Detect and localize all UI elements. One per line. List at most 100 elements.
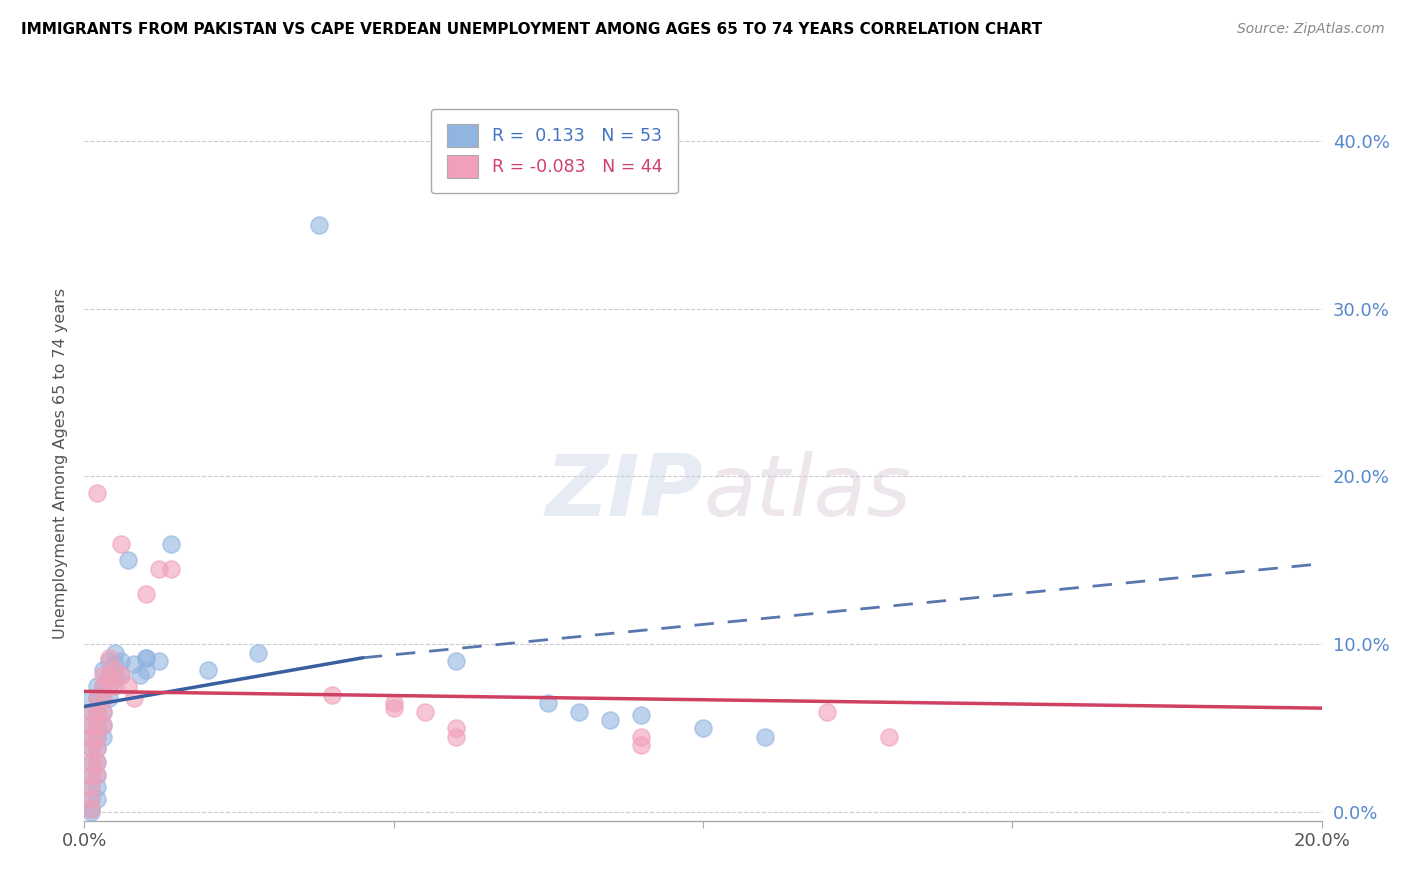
Point <box>91 730 114 744</box>
Point <box>79 802 101 816</box>
Point <box>98 667 121 681</box>
Point <box>86 755 108 769</box>
Point <box>86 486 108 500</box>
Point <box>98 679 121 693</box>
Point <box>117 679 139 693</box>
Point <box>86 792 108 806</box>
Point <box>321 688 343 702</box>
Point <box>86 768 108 782</box>
Point <box>382 696 405 710</box>
Point <box>86 780 108 794</box>
Point <box>79 780 101 794</box>
Point <box>79 718 101 732</box>
Point <box>79 768 101 782</box>
Point <box>91 705 114 719</box>
Point <box>79 741 101 756</box>
Point <box>104 679 127 693</box>
Point <box>98 654 121 668</box>
Point <box>413 705 436 719</box>
Point <box>444 730 467 744</box>
Point <box>98 650 121 665</box>
Point <box>86 755 108 769</box>
Point <box>160 536 183 550</box>
Point <box>444 721 467 735</box>
Point <box>122 691 145 706</box>
Point <box>104 646 127 660</box>
Point <box>91 679 114 693</box>
Text: Source: ZipAtlas.com: Source: ZipAtlas.com <box>1237 22 1385 37</box>
Point <box>91 718 114 732</box>
Point <box>91 691 114 706</box>
Point <box>91 667 114 681</box>
Point <box>91 679 114 693</box>
Point <box>104 657 127 672</box>
Point <box>79 780 101 794</box>
Point <box>91 705 114 719</box>
Point <box>86 718 108 732</box>
Point <box>104 671 127 685</box>
Point <box>877 730 900 744</box>
Point <box>197 663 219 677</box>
Point <box>86 705 108 719</box>
Point <box>79 792 101 806</box>
Point <box>599 713 621 727</box>
Point <box>692 721 714 735</box>
Point <box>86 718 108 732</box>
Point <box>110 654 132 668</box>
Point <box>86 691 108 706</box>
Point <box>79 718 101 732</box>
Point <box>444 654 467 668</box>
Point <box>160 562 183 576</box>
Point <box>79 705 101 719</box>
Point <box>104 663 127 677</box>
Point <box>129 667 152 681</box>
Point <box>135 587 157 601</box>
Point <box>122 657 145 672</box>
Point <box>754 730 776 744</box>
Point <box>79 755 101 769</box>
Point <box>117 553 139 567</box>
Point <box>815 705 838 719</box>
Y-axis label: Unemployment Among Ages 65 to 74 years: Unemployment Among Ages 65 to 74 years <box>52 288 67 640</box>
Point <box>79 768 101 782</box>
Point <box>91 663 114 677</box>
Point <box>86 730 108 744</box>
Point <box>79 730 101 744</box>
Point <box>382 701 405 715</box>
Point <box>86 730 108 744</box>
Text: IMMIGRANTS FROM PAKISTAN VS CAPE VERDEAN UNEMPLOYMENT AMONG AGES 65 TO 74 YEARS : IMMIGRANTS FROM PAKISTAN VS CAPE VERDEAN… <box>21 22 1042 37</box>
Point <box>98 679 121 693</box>
Point <box>148 562 170 576</box>
Point <box>86 679 108 693</box>
Point <box>79 792 101 806</box>
Point <box>110 536 132 550</box>
Point <box>79 802 101 816</box>
Point <box>86 768 108 782</box>
Point <box>308 218 330 232</box>
Legend: Immigrants from Pakistan, Cape Verdeans: Immigrants from Pakistan, Cape Verdeans <box>420 889 886 892</box>
Point <box>86 705 108 719</box>
Point <box>135 650 157 665</box>
Point <box>79 755 101 769</box>
Point <box>79 741 101 756</box>
Point <box>110 667 132 681</box>
Point <box>630 730 652 744</box>
Point <box>91 691 114 706</box>
Text: atlas: atlas <box>703 450 911 534</box>
Point <box>568 705 591 719</box>
Point <box>246 646 269 660</box>
Point <box>135 650 157 665</box>
Point <box>86 741 108 756</box>
Point <box>148 654 170 668</box>
Point <box>630 738 652 752</box>
Text: ZIP: ZIP <box>546 450 703 534</box>
Point <box>135 663 157 677</box>
Point <box>79 730 101 744</box>
Point <box>91 718 114 732</box>
Point <box>98 691 121 706</box>
Point <box>79 805 101 820</box>
Point <box>110 667 132 681</box>
Point <box>537 696 560 710</box>
Point <box>98 667 121 681</box>
Point <box>86 741 108 756</box>
